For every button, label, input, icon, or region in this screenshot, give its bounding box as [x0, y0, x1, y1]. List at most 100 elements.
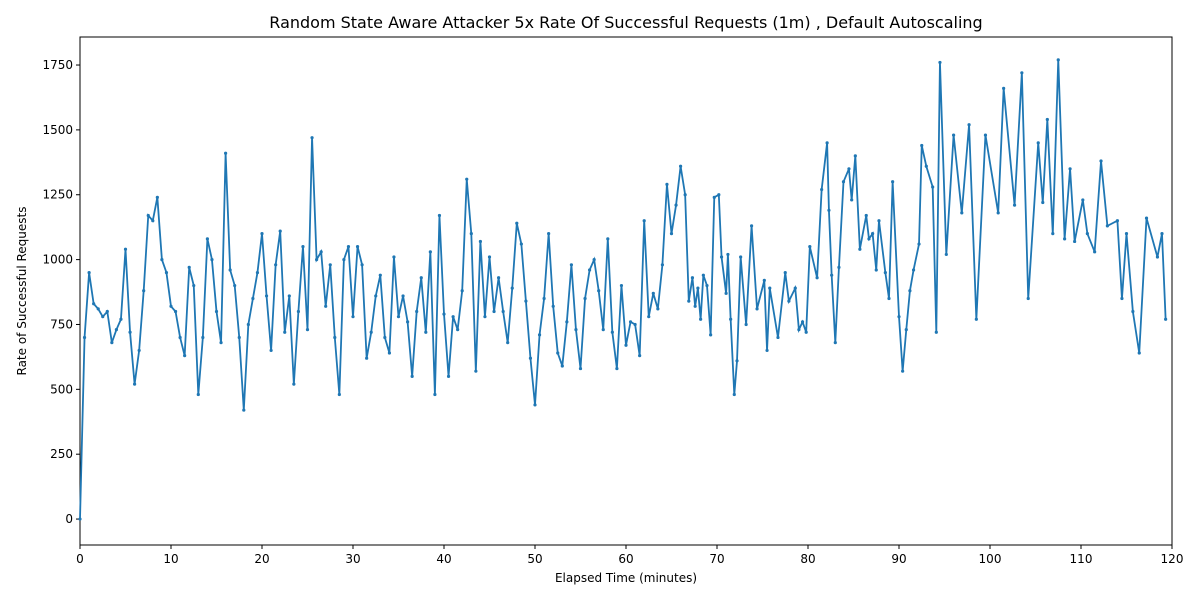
point [565, 320, 569, 324]
point [305, 328, 310, 332]
point [938, 60, 942, 65]
point [793, 286, 797, 290]
point [351, 315, 355, 319]
point [487, 255, 492, 259]
point [278, 229, 282, 233]
point [877, 219, 881, 223]
point [660, 263, 665, 267]
point [446, 374, 451, 378]
point [1099, 159, 1103, 163]
point [401, 294, 405, 298]
point [709, 333, 713, 337]
point [669, 232, 674, 236]
x-tick-label: 40 [436, 552, 451, 566]
point [800, 320, 805, 324]
point [679, 164, 683, 168]
point [365, 356, 369, 360]
point [128, 330, 132, 334]
point [726, 252, 730, 257]
point [1063, 237, 1067, 241]
point [833, 341, 837, 345]
point [908, 289, 912, 293]
point [537, 333, 542, 337]
x-tick-label: 30 [345, 552, 360, 566]
point [78, 517, 82, 521]
point [355, 245, 360, 249]
point [419, 276, 423, 280]
point [87, 270, 91, 275]
point [219, 341, 223, 345]
point [465, 177, 469, 181]
point [583, 296, 587, 301]
point [808, 245, 812, 249]
point [1120, 296, 1124, 301]
point [1068, 167, 1072, 171]
point [588, 268, 592, 272]
point [274, 263, 278, 267]
point [735, 359, 739, 363]
point [867, 237, 871, 241]
point [901, 369, 905, 373]
point [864, 213, 868, 218]
x-tick-label: 20 [254, 552, 269, 566]
y-tick-label: 1500 [42, 123, 73, 137]
point [858, 247, 862, 251]
y-tick-label: 0 [65, 512, 73, 526]
point [665, 182, 669, 186]
point [246, 322, 250, 327]
point [717, 193, 721, 197]
point [556, 351, 560, 355]
point [119, 317, 123, 321]
point [1160, 232, 1164, 236]
point [924, 164, 928, 168]
point [415, 309, 419, 314]
point [196, 392, 200, 397]
plot-frame [79, 36, 1173, 546]
point [406, 320, 410, 324]
point [187, 265, 191, 269]
point [142, 289, 146, 293]
point [137, 348, 141, 353]
point [701, 273, 705, 277]
y-axis-label: Rate of Successful Requests [15, 207, 29, 376]
point [155, 195, 159, 199]
point [192, 283, 196, 288]
point [847, 167, 851, 171]
point [510, 286, 514, 290]
point [732, 392, 736, 397]
point [1144, 216, 1149, 220]
point [619, 283, 624, 288]
point [960, 211, 964, 215]
point [693, 304, 697, 308]
point [683, 193, 687, 197]
point [1164, 317, 1168, 321]
point [1002, 86, 1006, 90]
point [497, 276, 501, 280]
point [433, 392, 437, 397]
point [983, 133, 988, 137]
point [931, 185, 935, 189]
point [1051, 232, 1055, 236]
y-tick-label: 1750 [42, 58, 73, 72]
x-tick-label: 10 [163, 552, 178, 566]
point [164, 270, 169, 275]
point [173, 309, 178, 314]
point [437, 213, 442, 218]
point [151, 219, 155, 223]
point [1056, 58, 1060, 62]
point [787, 299, 791, 303]
point [762, 278, 766, 282]
point [974, 317, 978, 321]
point [1115, 219, 1119, 223]
point [696, 286, 700, 290]
x-tick-label: 110 [1070, 552, 1093, 566]
point [1137, 351, 1141, 355]
point [883, 270, 887, 275]
point [469, 232, 473, 236]
point [533, 403, 537, 407]
y-tick-label: 1250 [42, 188, 73, 202]
point [574, 328, 578, 332]
point [768, 286, 772, 290]
point [428, 250, 432, 254]
